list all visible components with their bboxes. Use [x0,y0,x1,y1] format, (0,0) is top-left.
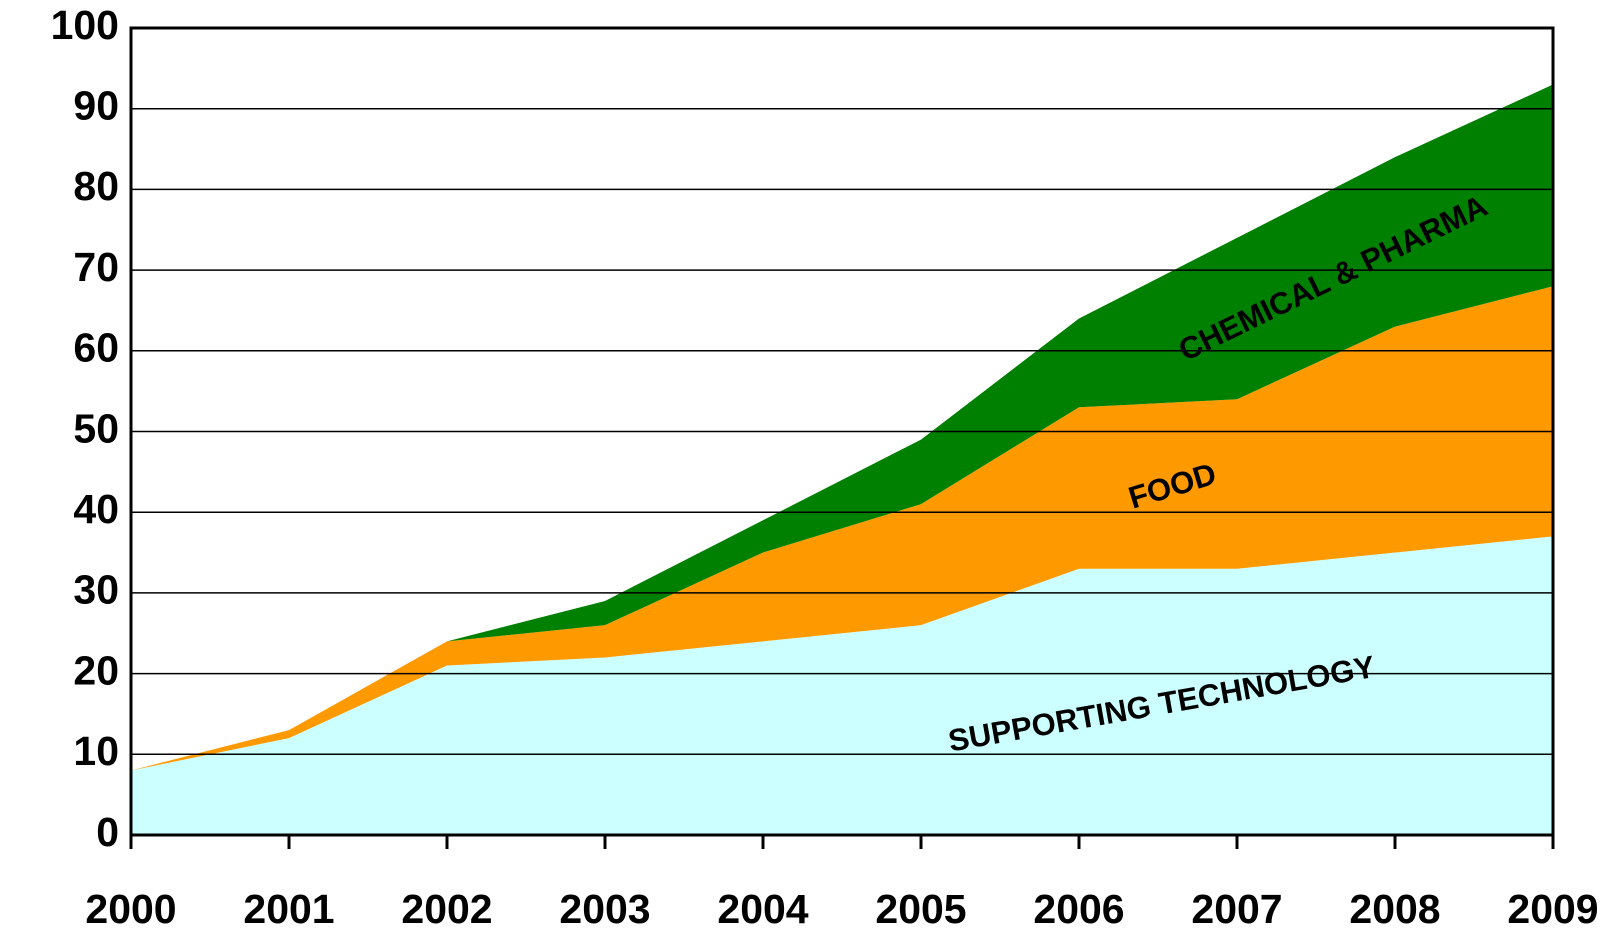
x-tick-label: 2006 [1033,886,1124,930]
x-tick-label: 2000 [85,886,176,930]
y-tick-label: 80 [73,163,119,209]
grid [129,26,1555,849]
y-tick-label: 50 [73,405,119,451]
plot-frame [129,26,1555,837]
y-tick-label: 20 [73,647,119,693]
x-tick-label: 2005 [875,886,966,930]
y-tick-label: 30 [73,567,119,613]
x-tick-label: 2003 [559,886,650,930]
areas [131,84,1553,835]
area [131,84,1553,771]
y-tick-label: 40 [73,486,119,532]
x-tick-label: 2007 [1191,886,1282,930]
x-tick-label: 2004 [717,886,808,930]
y-tick-label: 100 [51,2,119,48]
x-tick-label: 2001 [243,886,334,930]
area [131,536,1553,835]
y-tick-label: 10 [73,728,119,774]
x-tick-label: 2002 [401,886,492,930]
x-tick-label: 2009 [1507,886,1598,930]
y-tick-label: 0 [96,809,119,855]
y-tick-label: 70 [73,244,119,290]
x-tick-label: 2008 [1349,886,1440,930]
y-tick-label: 90 [73,83,119,129]
area [131,286,1553,771]
y-tick-label: 60 [73,325,119,371]
